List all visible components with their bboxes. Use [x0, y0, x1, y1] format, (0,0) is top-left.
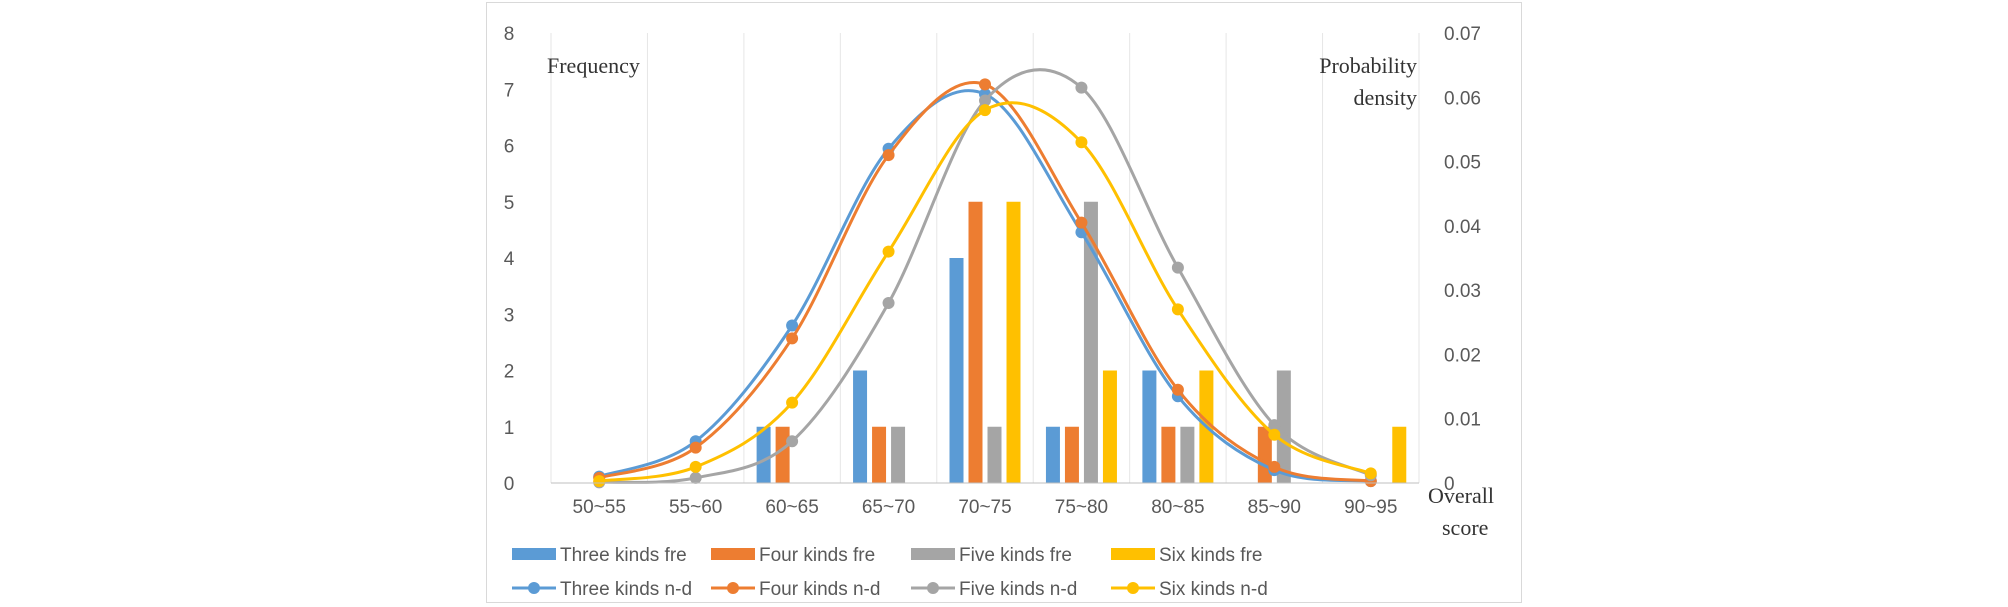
bar	[1142, 370, 1157, 483]
series-point	[689, 441, 702, 454]
y-right-tick-label: 0.04	[1444, 217, 1481, 238]
bar	[853, 370, 868, 483]
chart-canvas: 0 1 2 3 4 5 6 7 8 0 0.01 0.02 0.03 0.04 0.05 0.06 0.07 50…	[504, 24, 1494, 600]
y-axis-left-title: Frequency	[547, 53, 640, 78]
series-point	[882, 149, 895, 162]
bar	[1392, 426, 1407, 483]
legend-label: Three kinds fre	[560, 545, 687, 566]
series-point	[1075, 216, 1088, 229]
series-point	[786, 396, 799, 409]
x-axis-title-line1: Overall	[1428, 483, 1494, 508]
series-line	[598, 89, 1371, 483]
legend-label: Three kinds n-d	[560, 579, 692, 600]
legend-label: Four kinds n-d	[759, 579, 880, 600]
legend-label: Six kinds fre	[1159, 545, 1262, 566]
bar-series	[756, 201, 1407, 483]
y-left-tick-label: 8	[504, 24, 515, 45]
series-point	[786, 435, 799, 448]
y-right-tick-label: 0.06	[1444, 88, 1481, 109]
bar	[968, 201, 983, 483]
legend: Three kinds fre Four kinds fre Five kinds …	[512, 545, 1268, 600]
bar	[1276, 370, 1291, 483]
axes: 0 1 2 3 4 5 6 7 8 0 0.01 0.02 0.03 0.04 0.05 0.06 0.07 50…	[504, 24, 1482, 518]
y-axis-right-title-line1: Probability	[1319, 53, 1417, 78]
bar	[949, 258, 964, 483]
bar	[1064, 426, 1079, 483]
legend-marker	[727, 582, 739, 594]
x-axis-title-line2: score	[1442, 515, 1488, 540]
bar	[891, 426, 906, 483]
chart-frame: 0 1 2 3 4 5 6 7 8 0 0.01 0.02 0.03 0.04 0.05 0.06 0.07 50…	[486, 2, 1522, 603]
legend-marker	[927, 582, 939, 594]
y-right-tick-label: 0.05	[1444, 153, 1481, 174]
legend-swatch	[911, 548, 955, 560]
series-point	[1075, 136, 1088, 149]
series-point	[1268, 428, 1281, 441]
series-point	[689, 460, 702, 473]
series-point	[979, 104, 991, 117]
series-point	[1171, 261, 1184, 274]
y-right-tick-label: 0.03	[1444, 281, 1481, 302]
y-right-tick-label: 0	[1444, 474, 1455, 495]
series-point	[1075, 81, 1088, 94]
series-point	[1268, 460, 1281, 473]
bar	[1006, 201, 1021, 483]
series-line	[599, 68, 1372, 484]
series-point	[979, 94, 991, 107]
bar	[756, 426, 771, 483]
series-point	[786, 332, 799, 345]
x-tick-label: 65~70	[862, 497, 915, 518]
x-tick-label: 75~80	[1055, 497, 1108, 518]
y-left-tick-label: 5	[504, 193, 515, 214]
series-point	[1268, 419, 1281, 432]
bar	[1180, 426, 1195, 483]
series-point	[1171, 383, 1184, 396]
x-tick-label: 80~85	[1151, 497, 1204, 518]
bar	[775, 426, 790, 483]
series-point	[593, 475, 606, 488]
legend-label: Four kinds fre	[759, 545, 875, 566]
series-point	[882, 245, 895, 258]
y-left-tick-label: 6	[504, 137, 515, 158]
x-tick-label: 60~65	[765, 497, 818, 518]
bar	[987, 426, 1002, 483]
series-point	[786, 319, 799, 332]
y-axis-right-title-line2: density	[1353, 85, 1417, 110]
legend-label: Six kinds n-d	[1159, 579, 1268, 600]
legend-swatch	[711, 548, 755, 560]
series-point	[689, 471, 702, 484]
series-point	[882, 297, 895, 309]
y-left-tick-label: 7	[504, 80, 515, 101]
y-right-tick-label: 0.02	[1444, 345, 1481, 366]
y-left-tick-label: 1	[504, 418, 515, 439]
y-left-tick-label: 3	[504, 305, 515, 326]
series-point	[979, 78, 991, 91]
x-tick-label: 55~60	[669, 497, 722, 518]
y-left-tick-label: 0	[504, 474, 515, 495]
line-series	[593, 68, 1377, 489]
series-point	[1171, 303, 1184, 316]
bar	[872, 426, 887, 483]
y-right-tick-label: 0.01	[1444, 410, 1481, 431]
bar	[1102, 370, 1117, 483]
x-tick-label: 85~90	[1248, 497, 1301, 518]
x-tick-label: 50~55	[573, 497, 626, 518]
bar	[1045, 426, 1060, 483]
bar	[1083, 201, 1098, 483]
legend-swatch	[512, 548, 556, 560]
x-tick-label: 90~95	[1344, 497, 1397, 518]
bar	[1161, 426, 1176, 483]
legend-marker	[1127, 582, 1139, 594]
legend-marker	[528, 582, 540, 594]
legend-label: Five kinds n-d	[959, 579, 1077, 600]
series-point	[1364, 467, 1377, 480]
x-tick-label: 70~75	[958, 497, 1011, 518]
legend-label: Five kinds fre	[959, 545, 1072, 566]
y-left-tick-label: 2	[504, 362, 515, 383]
legend-swatch	[1111, 548, 1155, 560]
y-right-tick-label: 0.07	[1444, 24, 1481, 45]
series-line	[598, 81, 1371, 483]
y-left-tick-label: 4	[504, 249, 515, 270]
